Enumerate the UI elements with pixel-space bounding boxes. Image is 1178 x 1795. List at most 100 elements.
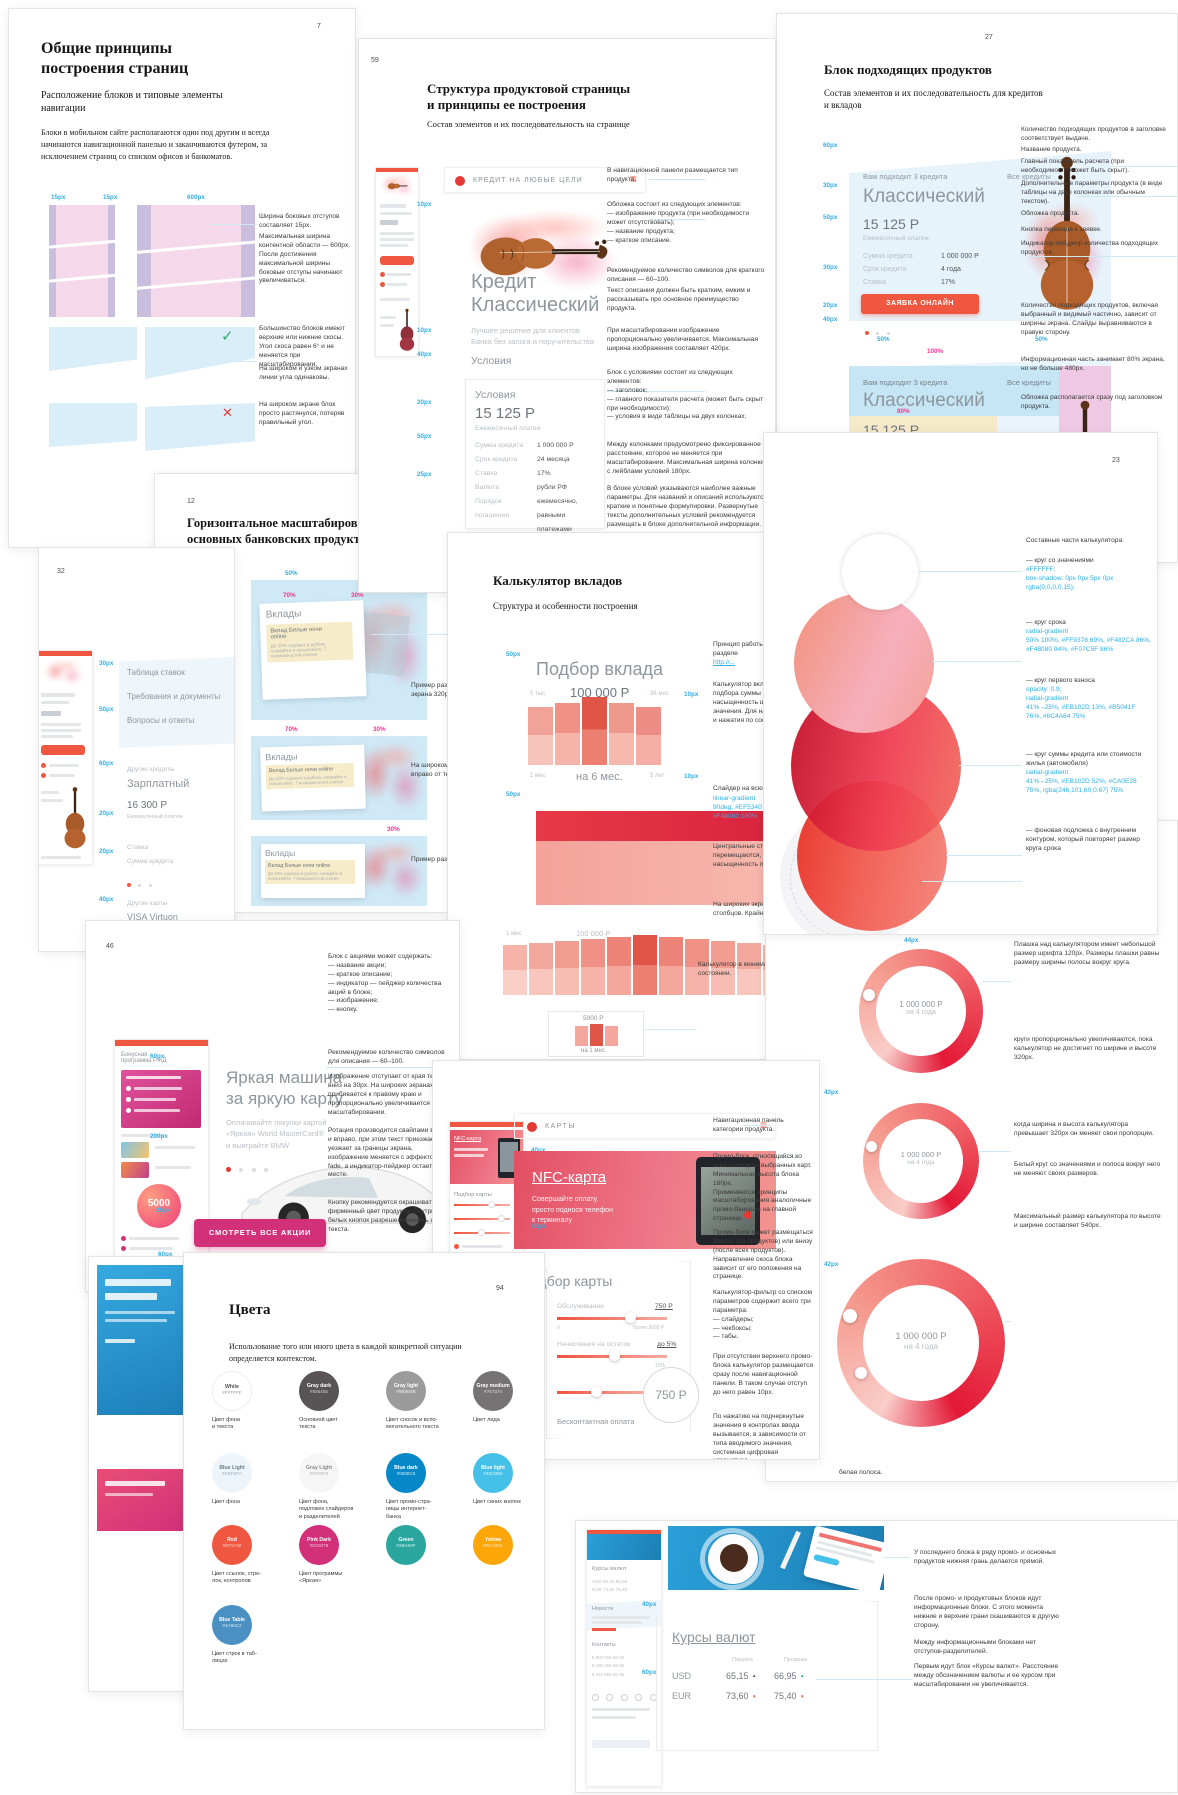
axis-label: 1 мес bbox=[530, 773, 546, 779]
slider-track[interactable] bbox=[557, 1317, 667, 1320]
annotation: При масштабировании изображение пропорци… bbox=[607, 327, 759, 352]
all-credits-link-2[interactable]: Все кредиты bbox=[1007, 378, 1051, 387]
swatch-blue-light: Blue light #45C0E8 bbox=[473, 1453, 513, 1493]
slider-handle[interactable] bbox=[609, 1350, 620, 1361]
slider-handle[interactable] bbox=[625, 1312, 636, 1323]
measure: 10px bbox=[684, 773, 699, 780]
product-name-2: Классический bbox=[863, 390, 985, 411]
all-credits-link[interactable]: Все кредиты bbox=[1007, 172, 1051, 181]
match-count-label-2: Вам подходит 3 кредита bbox=[863, 378, 948, 387]
measure: 50px bbox=[506, 791, 521, 798]
donut-handle[interactable] bbox=[855, 1367, 867, 1379]
row-label: Ставка bbox=[127, 844, 149, 851]
list-item: Таблица ставок bbox=[127, 668, 185, 677]
annotation: В навигационной панели размещается тип п… bbox=[607, 167, 738, 183]
nav-bar: КРЕДИТ НА ЛЮБЫЕ ЦЕЛИ ≡ bbox=[444, 167, 646, 193]
pct: 30% bbox=[387, 826, 400, 833]
page-94-colors: 94 Цвета Использование того или иного цв… bbox=[183, 1252, 545, 1730]
slider-track[interactable] bbox=[557, 1391, 647, 1394]
pct-50-left: 50% bbox=[877, 336, 890, 343]
social-icons[interactable] bbox=[592, 1688, 657, 1706]
deposit-card: Вклады Вклад Белые ночи online До 10% го… bbox=[259, 600, 367, 700]
annotation: Калькулятор в минимальном состоянии. bbox=[698, 961, 787, 977]
layout-diagram-wide bbox=[137, 205, 255, 317]
annotation: На широком и узком экранах линии угла од… bbox=[259, 365, 348, 381]
term-circle bbox=[794, 593, 934, 733]
swatch-caption: Цвет ссылок, стре- лок, контролов bbox=[212, 1571, 262, 1585]
donut-calculator-1[interactable]: 1 000 000 Р на 4 года bbox=[859, 949, 983, 1073]
axis-label: 1 мес bbox=[506, 931, 522, 937]
slider-handle[interactable] bbox=[591, 1386, 602, 1397]
pct: 70% bbox=[285, 726, 298, 733]
annotation-code: radial-gradient 41% –25%, #EB102D 52%, #… bbox=[1026, 769, 1137, 794]
bank-logo bbox=[527, 1122, 537, 1132]
slider-label: Обслуживание bbox=[557, 1303, 604, 1310]
donut-handle[interactable] bbox=[866, 1141, 877, 1152]
donut-calculator-3[interactable]: 1 000 000 Р на 4 года bbox=[837, 1259, 1005, 1427]
donut-handle[interactable] bbox=[843, 1309, 857, 1323]
annotation: Обложка располагается сразу под заголовк… bbox=[1021, 394, 1163, 410]
slider-value[interactable]: до 5% bbox=[657, 1341, 677, 1348]
section-block bbox=[119, 656, 234, 748]
annotation: Промо-блок может размещаться вверху (до … bbox=[713, 1229, 813, 1281]
page-title: Структура продуктовой страницы и принцип… bbox=[427, 81, 631, 113]
currency-heading: Курсы валют bbox=[672, 1629, 756, 1645]
phone-image bbox=[696, 1157, 760, 1245]
contactless-row[interactable]: Бесконтактная оплата bbox=[557, 1417, 635, 1426]
annotation-link[interactable]: http://... bbox=[713, 659, 735, 666]
swatch-caption: Цвет фона и текста bbox=[212, 1417, 241, 1431]
conditions-link[interactable]: Условия bbox=[471, 355, 512, 367]
slant-block-small-2 bbox=[49, 403, 137, 447]
apply-online-button[interactable]: ЗАЯВКА ОНЛАЙН bbox=[861, 294, 979, 314]
measure: 200px bbox=[150, 1133, 168, 1140]
cross-icon: ✕ bbox=[222, 405, 233, 420]
mini-term: на 1 мес. bbox=[581, 1048, 607, 1054]
donut-handle[interactable] bbox=[863, 989, 875, 1001]
sum-label-2: 100 000 Р bbox=[576, 929, 611, 938]
slant-block-wide-2 bbox=[145, 403, 255, 451]
sum-label: 100 000 Р bbox=[570, 685, 630, 700]
slider-value[interactable]: 750 Р bbox=[655, 1303, 673, 1310]
pager-dots[interactable] bbox=[226, 1159, 269, 1177]
pager-dots[interactable] bbox=[127, 874, 152, 892]
mock-rates: USD 65,15 66,95 EUR 73,60 75,40 bbox=[592, 1579, 628, 1592]
annotation-heading: Составные части калькулятора: bbox=[1026, 537, 1124, 544]
swatch-caption: Основной цвет текста bbox=[299, 1417, 338, 1431]
nfc-promo-block: NFC-карта Совершайте оплату, просто подн… bbox=[514, 1151, 776, 1249]
condition-values: 1 000 000 Р 24 месяца 17% рубли РФ ежеме… bbox=[537, 442, 578, 533]
annotation: Первым идут блок «Курсы валют». Расстоян… bbox=[914, 1663, 1059, 1688]
measure: 50px bbox=[506, 651, 521, 658]
measure: 20px bbox=[99, 848, 114, 855]
measure: 44px bbox=[904, 937, 919, 944]
hamburger-icon[interactable]: ≡ bbox=[629, 172, 637, 186]
annotation: Изображение отступает от края текста вни… bbox=[328, 1073, 447, 1116]
arrow-up-icon: ▲ bbox=[800, 1673, 805, 1678]
axis-label: 5 лет bbox=[650, 773, 665, 779]
annotation: Максимальный размер калькулятора по высо… bbox=[1014, 1213, 1161, 1229]
annotation: Кнопку рекомендуется окрашивать в фирмен… bbox=[328, 1199, 445, 1233]
cover-image bbox=[444, 199, 646, 305]
page-title: Калькулятор вкладов bbox=[493, 573, 623, 588]
annotation: Большинство блоков имеют верхние или ниж… bbox=[259, 325, 345, 368]
measure: 20px bbox=[99, 810, 114, 817]
pager-dots[interactable] bbox=[865, 322, 890, 340]
donut-calculator-2[interactable]: 1 000 000 Р на 4 года bbox=[863, 1103, 979, 1219]
swatch-gray-medium: Gray medium #767374 bbox=[473, 1371, 513, 1411]
measure-50px: 50px bbox=[823, 214, 838, 221]
tablet-image bbox=[802, 1526, 884, 1590]
pct: 70% bbox=[283, 592, 296, 599]
picker-heading: Подбор вклада bbox=[536, 659, 664, 679]
annotation: Количество подходящих продуктов в заголо… bbox=[1021, 126, 1166, 142]
mini-sum: 5000 Р bbox=[583, 1015, 604, 1022]
page-number: 7 bbox=[317, 23, 321, 30]
pct-80: 80% bbox=[897, 408, 910, 415]
swatch-caption: Цвет программы «Яркая» bbox=[299, 1571, 343, 1585]
annotation: круги пропорционально увеличиваются, пок… bbox=[1014, 1036, 1157, 1061]
annotation: Индикатор-пейджер количества подходящих … bbox=[1021, 240, 1159, 256]
see-all-actions-button[interactable]: СМОТРЕТЬ ВСЕ АКЦИИ bbox=[194, 1219, 326, 1247]
mock-title: Бонусная программа РЖД bbox=[121, 1052, 167, 1064]
annotation: Блок с акциями может содержать: — назван… bbox=[328, 953, 442, 1014]
annotation: На широком экране блок просто растянулся… bbox=[259, 401, 345, 426]
swatch-caption: Цвет сносок и вспо- могательного текста bbox=[386, 1417, 439, 1431]
